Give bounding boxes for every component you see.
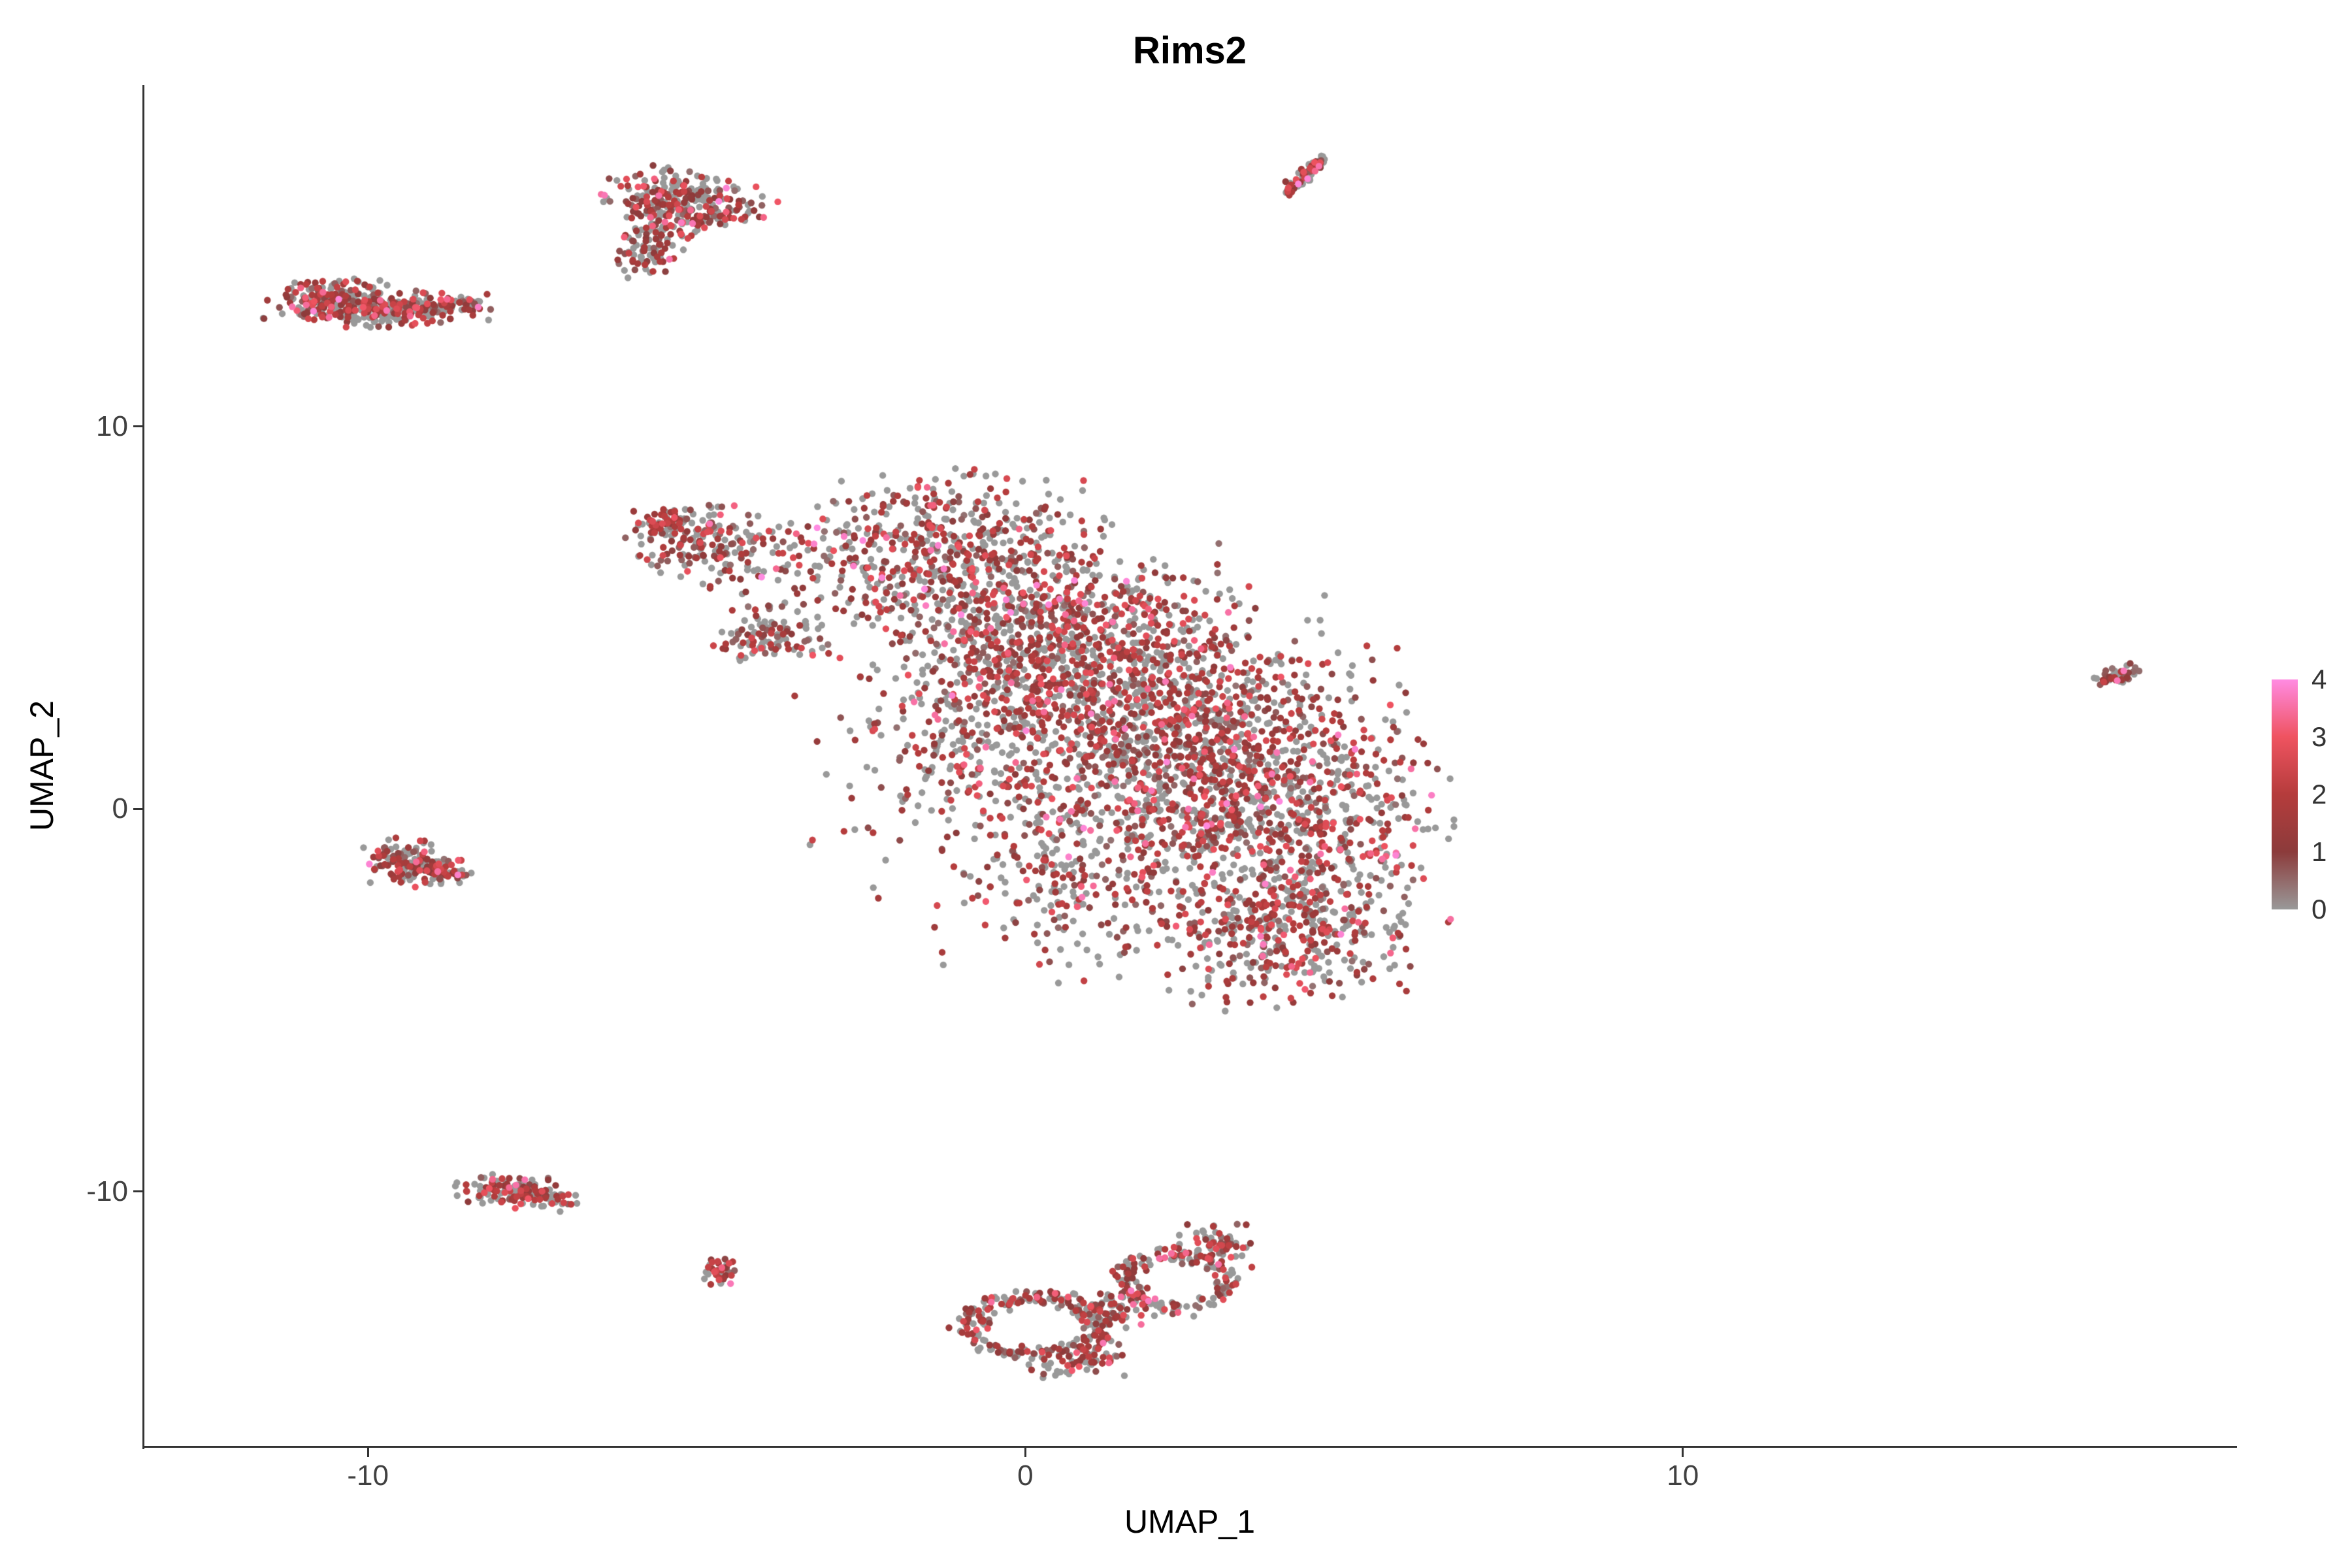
x-tick-mark	[367, 1448, 369, 1457]
y-tick-label: -10	[86, 1175, 128, 1207]
legend-tick-label: 2	[2311, 779, 2327, 809]
x-tick-label: -10	[347, 1460, 389, 1492]
legend-tick-label: 1	[2311, 836, 2327, 867]
legend-tick-label: 0	[2311, 894, 2327, 924]
y-tick-mark	[133, 425, 142, 428]
y-tick-mark	[133, 808, 142, 810]
y-tick-label: 0	[112, 792, 128, 825]
x-axis-title: UMAP_1	[1124, 1503, 1256, 1540]
legend-tick-label: 4	[2311, 664, 2327, 694]
x-axis-line	[142, 1446, 2237, 1448]
plot-title: Rims2	[1132, 29, 1247, 72]
x-tick-label: 0	[1017, 1460, 1034, 1492]
x-tick-mark	[1024, 1448, 1026, 1457]
legend-tick-label: 3	[2311, 721, 2327, 752]
x-tick-label: 10	[1667, 1460, 1699, 1492]
y-axis-line	[142, 85, 144, 1449]
y-axis-title: UMAP_2	[24, 700, 60, 832]
y-tick-label: 10	[96, 410, 128, 442]
x-tick-mark	[1682, 1448, 1684, 1457]
y-tick-mark	[133, 1190, 142, 1193]
expression-colorbar	[2272, 679, 2298, 909]
